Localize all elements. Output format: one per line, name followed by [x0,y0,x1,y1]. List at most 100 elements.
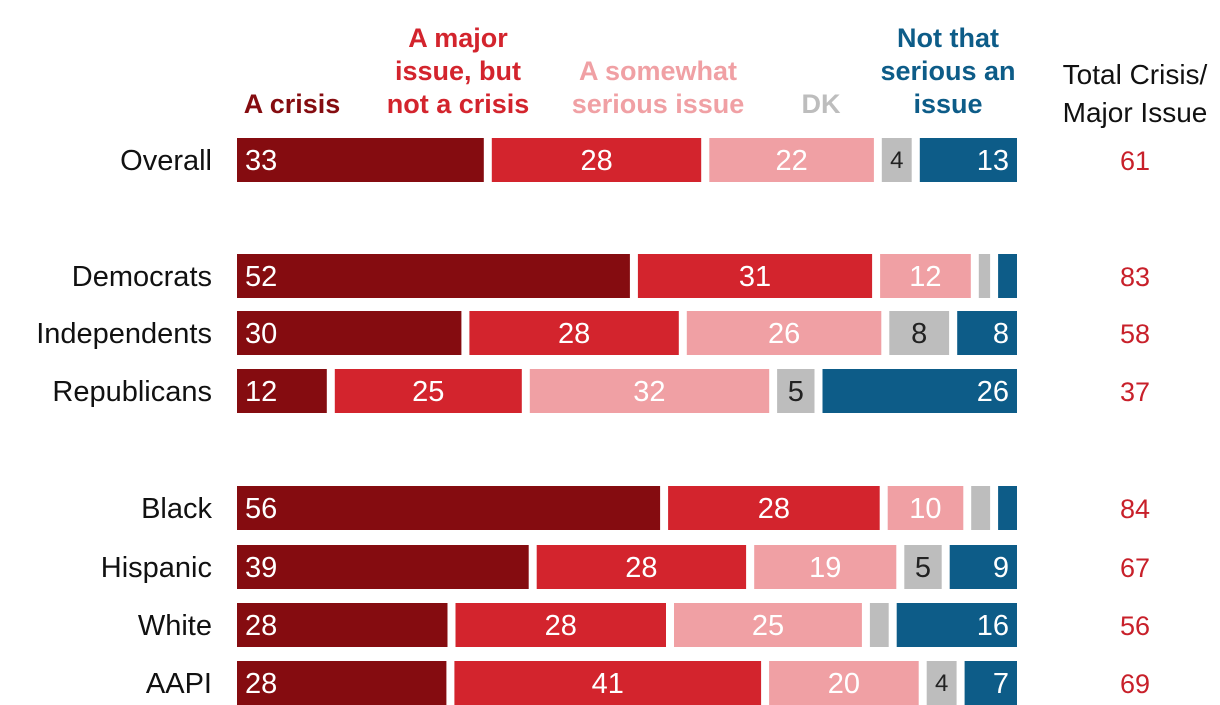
bar-segment [237,545,529,589]
bar-value-label: 7 [993,668,1009,700]
chart-row: Democrats 52 31 12 83 [72,254,1150,298]
bar-value-label: 12 [245,376,277,408]
bar-segment [674,603,862,647]
bar-segment [455,603,666,647]
chart-rows: Overall 33 28 22 4 13 61 Democrats 52 31 12 83 Indep… [36,138,1150,705]
bar-segment [869,603,889,647]
total-value: 67 [1120,553,1150,583]
bar-value-label: 25 [412,376,444,408]
chart-row: Hispanic 39 28 19 5 9 67 [101,545,1150,589]
legend-label: issue, but [395,56,521,86]
bar-segment [777,369,815,413]
bar-value-label: 9 [993,552,1009,584]
bar-value-label: 28 [580,145,612,177]
bar-value-label: 4 [890,147,903,174]
bar-segment [904,545,942,589]
bar-segment [454,661,762,705]
bar-segment [709,138,874,182]
bar-value-label: 5 [788,376,804,408]
bar-value-label: 28 [625,552,657,584]
bar-segment [822,369,1017,413]
bar-segment [237,603,448,647]
legend-label: issue [913,89,982,119]
total-value: 61 [1120,146,1150,176]
bar-value-label: 25 [752,610,784,642]
legend-label: DK [802,89,841,119]
bar-value-label: 13 [977,145,1009,177]
total-value: 58 [1120,319,1150,349]
bar-value-label: 16 [977,610,1009,642]
chart-row: Black 56 28 10 84 [141,486,1150,530]
bar-value-label: 19 [809,552,841,584]
bar-segment [237,486,661,530]
bar-segment [686,311,882,355]
chart-row: Overall 33 28 22 4 13 61 [120,138,1150,182]
bar-value-label: 10 [909,493,941,525]
chart-row: Independents 30 28 26 8 8 58 [36,311,1150,355]
bar-segment [896,603,1017,647]
total-column-header: Total Crisis/Major Issue [1063,59,1208,128]
bar-value-label: 5 [915,552,931,584]
chart-row: Republicans 12 25 32 5 26 37 [52,369,1150,413]
bar-segment [668,486,880,530]
bar-value-label: 28 [245,668,277,700]
legend-label: not a crisis [387,89,530,119]
chart-row: White 28 28 25 16 56 [138,603,1150,647]
row-label: AAPI [146,668,212,700]
legend-label: A crisis [244,89,341,119]
bar-value-label: 32 [633,376,665,408]
total-header-label: Total Crisis/ [1063,59,1208,90]
bar-segment [887,486,964,530]
legend-label: serious an [880,56,1015,86]
bar-segment [536,545,747,589]
row-label: Hispanic [101,552,212,584]
total-value: 84 [1120,494,1150,524]
bar-value-label: 52 [245,261,277,293]
bar-value-label: 26 [768,318,800,350]
chart-row: AAPI 28 41 20 4 7 69 [146,661,1150,705]
legend-label: serious issue [572,89,745,119]
bar-segment [998,254,1017,298]
bar-segment [237,661,447,705]
row-label: Black [141,493,212,525]
bar-segment [491,138,702,182]
row-label: Overall [120,145,212,177]
bar-value-label: 28 [758,493,790,525]
bar-segment [237,138,484,182]
bar-segment [769,661,919,705]
row-label: White [138,610,212,642]
bar-segment [237,369,327,413]
bar-value-label: 31 [739,261,771,293]
bar-value-label: 26 [977,376,1009,408]
total-value: 69 [1120,669,1150,699]
bar-segment [334,369,522,413]
bar-value-label: 33 [245,145,277,177]
bar-value-label: 56 [245,493,277,525]
bar-segment [926,661,957,705]
total-header-label: Major Issue [1063,97,1208,128]
bar-segment [529,369,770,413]
bar-segment [998,486,1017,530]
bar-value-label: 41 [592,668,624,700]
bar-segment [957,311,1017,355]
bar-value-label: 28 [558,318,590,350]
total-value: 83 [1120,262,1150,292]
bar-value-label: 22 [775,145,807,177]
bar-value-label: 30 [245,318,277,350]
row-label: Democrats [72,261,212,293]
bar-value-label: 4 [935,670,948,697]
bar-segment [881,138,912,182]
bar-segment [971,486,991,530]
bar-value-label: 28 [245,610,277,642]
bar-segment [469,311,679,355]
bar-value-label: 20 [828,668,860,700]
bar-value-label: 8 [911,318,927,350]
bar-segment [754,545,897,589]
row-label: Independents [36,318,212,350]
total-value: 56 [1120,611,1150,641]
legend-label: Not that [897,23,999,53]
legend-label: A somewhat [579,56,737,86]
bar-value-label: 28 [545,610,577,642]
row-label: Republicans [52,376,212,408]
